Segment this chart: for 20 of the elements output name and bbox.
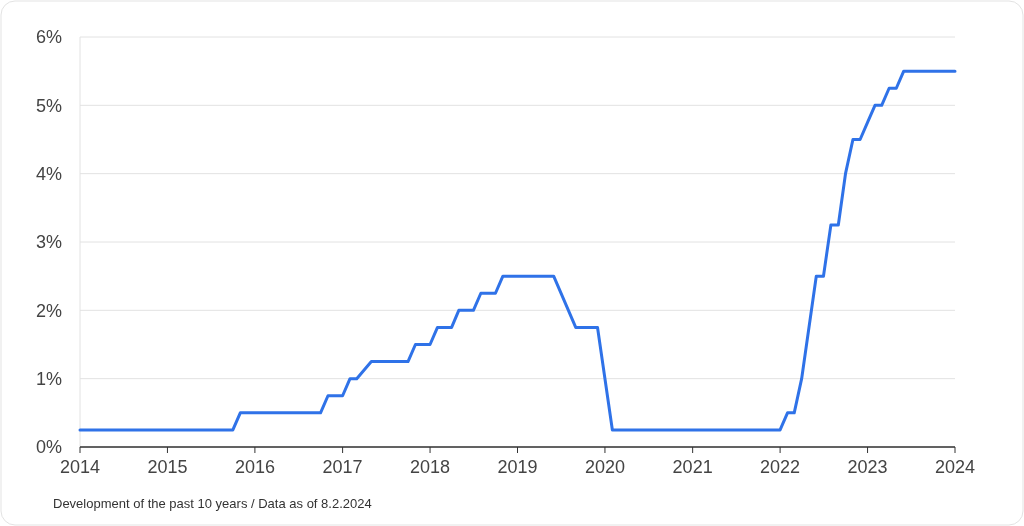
x-tick-label: 2014 — [59, 457, 101, 477]
x-tick-label: 2021 — [672, 457, 713, 477]
line-series — [78, 69, 957, 432]
x-tick-label: 2015 — [147, 457, 188, 477]
y-tick-label: 1% — [35, 368, 62, 389]
x-tick-label: 2017 — [322, 457, 363, 477]
text: Development of the past 10 years / Data as of 8.2.2024 — [53, 496, 372, 511]
y-tick-label: 3% — [35, 232, 62, 253]
y-tick-label: 6% — [35, 27, 62, 48]
x-tick-label: 2022 — [760, 457, 801, 477]
y-tick-label: 5% — [35, 95, 62, 116]
y-tick-label: 0% — [35, 437, 62, 458]
x-tick-label: 2018 — [410, 457, 451, 477]
x-tick-label: 2020 — [584, 457, 625, 477]
x-tick-label: 2016 — [234, 457, 275, 477]
x-tick-label: 2023 — [847, 457, 888, 477]
y-tick-label: 4% — [35, 163, 62, 184]
x-tick-label: 2024 — [934, 457, 976, 477]
y-tick-label: 2% — [35, 300, 62, 321]
x-tick-label: 2019 — [497, 457, 538, 477]
